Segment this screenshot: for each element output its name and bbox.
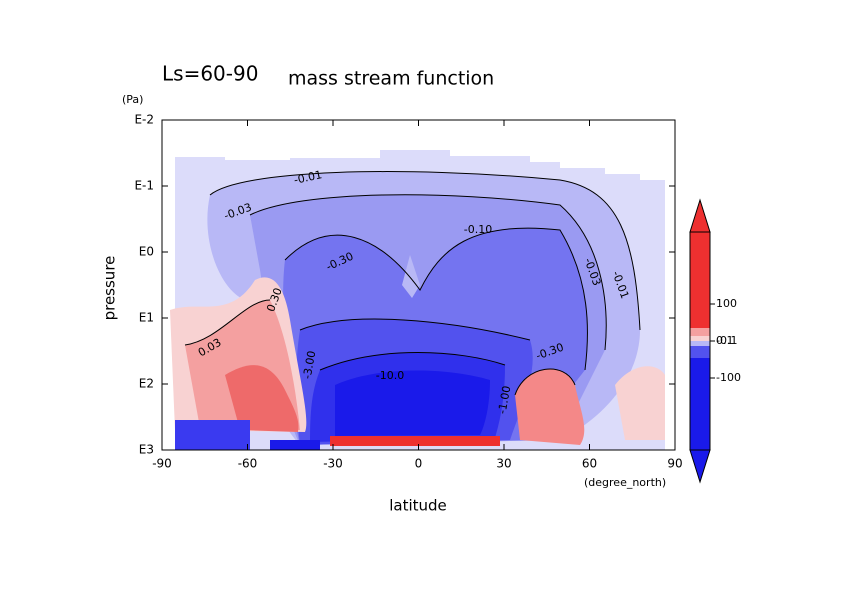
contour-fill bbox=[170, 150, 665, 450]
colorbar-tick-label: 0.1 bbox=[716, 334, 734, 347]
y-tick-label: E3 bbox=[139, 443, 154, 457]
x-tick-label: -60 bbox=[238, 457, 258, 471]
y-tick-label: E-1 bbox=[134, 179, 154, 193]
contour-lines bbox=[184, 171, 641, 396]
colorbar-tick-label: -0.1 bbox=[716, 334, 737, 347]
x-unit: (degree_north) bbox=[584, 476, 666, 489]
x-tick-label: 0 bbox=[415, 457, 423, 471]
y-axis-label: pressure bbox=[101, 256, 119, 321]
chart-title: Ls=60-90 bbox=[162, 62, 258, 86]
contour-label: -0.01 bbox=[293, 168, 324, 187]
y-tick-label: E-2 bbox=[134, 113, 154, 127]
x-axis-label: latitude bbox=[389, 497, 447, 515]
contour-label: -10.0 bbox=[376, 369, 404, 382]
y-tick-label: E2 bbox=[139, 377, 154, 391]
colorbar-tick-label: 100 bbox=[716, 297, 737, 310]
y-unit: (Pa) bbox=[122, 93, 143, 106]
x-tick-label: 90 bbox=[667, 457, 682, 471]
y-tick-label: E0 bbox=[139, 245, 154, 259]
colorbar-tick-label: -100 bbox=[716, 371, 741, 384]
x-tick-label: 30 bbox=[496, 457, 511, 471]
chart-subtitle: mass stream function bbox=[288, 68, 494, 90]
contour-label: -3.00 bbox=[301, 350, 319, 380]
x-tick-label: -30 bbox=[323, 457, 343, 471]
x-tick-label: -90 bbox=[152, 457, 172, 471]
contour-label: -1.00 bbox=[496, 385, 514, 415]
contour-label: -0.10 bbox=[464, 223, 492, 236]
colorbar bbox=[689, 198, 711, 484]
x-tick-label: 60 bbox=[582, 457, 597, 471]
y-tick-label: E1 bbox=[139, 311, 154, 325]
